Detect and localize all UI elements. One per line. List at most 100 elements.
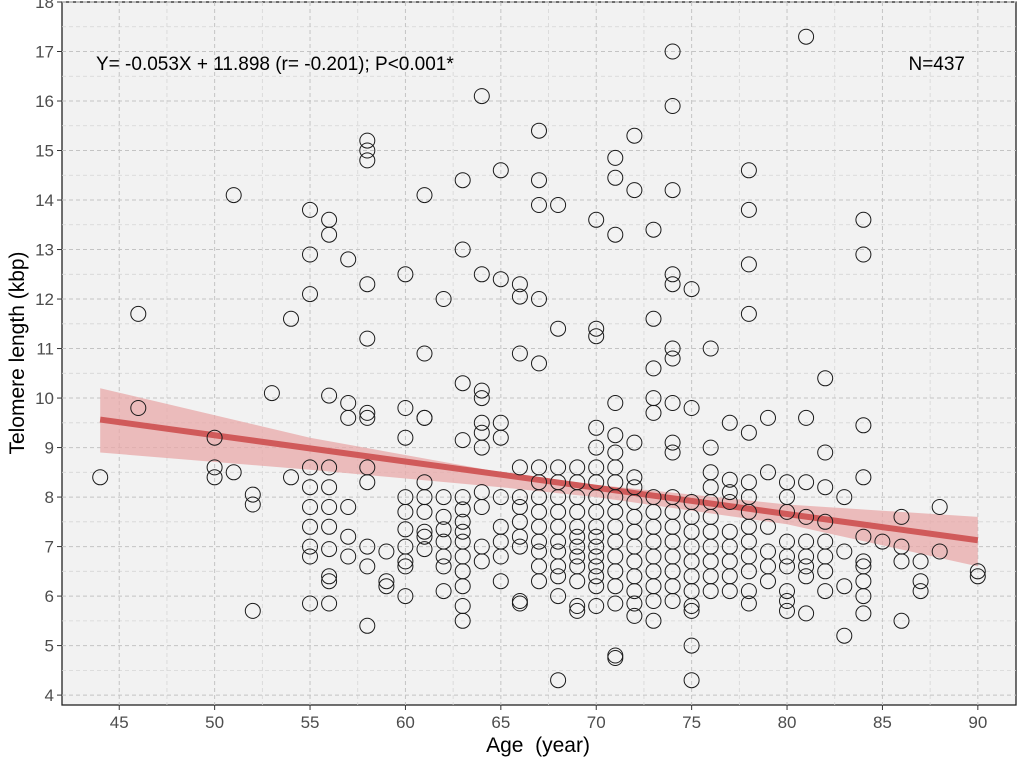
data-point [626,127,643,144]
data-point [740,256,757,273]
data-point [321,226,338,243]
data-point [893,612,910,629]
data-point [779,503,795,520]
data-point [473,414,490,431]
y-tick-label: 10 [35,389,54,408]
x-tick-label: 90 [968,713,987,732]
data-point [588,320,605,337]
data-point [721,471,738,488]
data-point [569,528,586,545]
data-point [550,672,567,689]
data-point [702,583,719,600]
data-point [397,588,414,605]
data-point [435,489,452,506]
data-point [683,637,700,654]
data-point [721,414,738,431]
data-point [244,602,261,619]
data-point [912,583,929,600]
data-point [454,432,471,449]
data-point [702,439,719,456]
data-point [531,122,547,139]
data-point [435,508,452,525]
data-point [760,573,776,590]
data-point [664,434,681,451]
data-point [740,424,757,441]
data-point [607,650,624,666]
data-point [340,528,357,545]
data-point [607,226,624,243]
data-point [740,595,757,612]
data-point [340,499,357,515]
data-point [397,400,414,416]
data-point [302,286,318,303]
data-point [664,593,681,609]
data-point [321,568,338,585]
data-point [531,197,547,213]
data-point [511,595,528,612]
data-point [321,595,338,612]
data-point [511,345,528,362]
data-point [511,528,528,545]
x-tick-label: 55 [301,713,320,732]
data-point [817,444,834,461]
data-point [855,605,872,622]
data-point [359,330,376,347]
data-point [588,538,605,555]
data-point [664,182,681,199]
data-point [779,583,795,600]
data-point [302,499,318,515]
data-point [626,182,643,199]
data-point [626,583,643,600]
data-point [740,162,757,179]
data-point [283,469,299,486]
data-point [588,211,605,228]
data-point [664,340,681,357]
y-tick-label: 6 [45,587,54,606]
data-point [492,429,509,446]
data-point [664,395,681,411]
data-point [798,508,815,525]
data-point [531,573,547,590]
data-point [321,541,338,558]
data-point [683,598,700,614]
data-point [531,355,547,372]
data-point [359,276,376,293]
data-point [473,88,490,105]
data-point [740,583,757,600]
data-point [607,427,624,444]
data-point [302,518,318,535]
data-point [760,518,776,535]
data-point [378,543,395,560]
data-point [626,607,643,624]
data-point [283,310,299,327]
data-point [531,172,547,189]
data-point [798,605,815,622]
data-point [702,340,719,357]
data-point [340,251,357,268]
data-point [779,558,795,575]
data-point [473,382,490,399]
data-point [855,246,872,263]
data-point [378,578,395,595]
data-point [683,281,700,298]
data-point [855,469,872,486]
data-point [340,409,357,426]
data-point [721,494,738,510]
data-point [359,617,376,634]
data-point [912,573,929,590]
data-point [817,513,834,530]
data-point [798,548,815,565]
data-point [798,568,815,585]
data-point [492,548,509,565]
data-point [550,558,567,575]
x-tick-label: 50 [205,713,224,732]
x-tick-label: 70 [587,713,606,732]
data-point [607,149,624,166]
data-point [664,266,681,283]
data-point [244,496,261,513]
data-point [817,563,834,580]
data-point [836,578,853,595]
data-point [798,28,815,45]
data-point [912,553,929,570]
